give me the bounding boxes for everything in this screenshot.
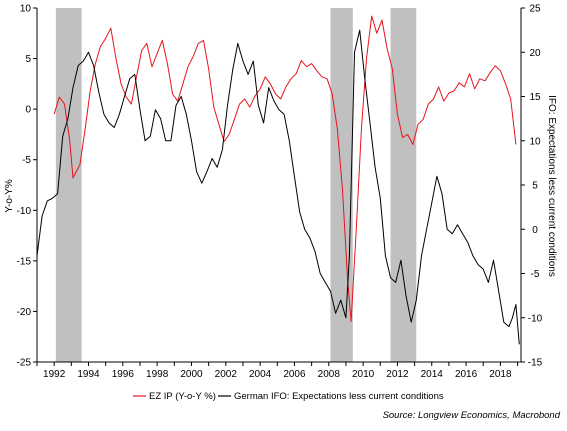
recession-band-3 [390,8,417,362]
left-tick-label: 10 [20,4,32,15]
right-tick-label: 15 [529,92,541,103]
series-line-ez-ip [53,15,517,322]
right-tick-label: 0 [532,225,538,236]
x-tick-label: 2014 [421,369,444,380]
right-tick-label: 20 [529,48,541,59]
x-tick-label: 1996 [112,369,135,380]
x-tick-label: 2004 [249,369,272,380]
series-layer [36,15,520,345]
right-tick-label: 25 [529,4,541,15]
x-tick-label: 2018 [489,369,512,380]
x-tick-label: 2008 [318,369,341,380]
x-tick-label: 1994 [77,369,100,380]
left-tick-label: -25 [17,358,32,369]
recession-band-1 [55,8,82,362]
recession-bands [55,8,417,362]
left-tick-label: -20 [17,307,32,318]
source-note: Source: Longview Economics, Macrobond [383,410,561,421]
series-line-german-ifo [36,29,520,345]
x-tick-label: 2006 [283,369,306,380]
left-tick-label: -5 [22,155,31,166]
x-tick-label: 1992 [43,369,66,380]
right-tick-label: -15 [528,358,543,369]
left-axis-title: Y-o-Y% [4,179,15,213]
legend: EZ IP (Y-o-Y %) German IFO: Expectations… [133,391,444,402]
left-tick-label: -10 [17,206,32,217]
left-tick-label: 0 [25,105,31,116]
x-tick-label: 2016 [455,369,478,380]
x-tick-label: 2000 [180,369,203,380]
x-tick-label: 1998 [146,369,169,380]
tick-labels: -25 -20 -15 -10 -5 0 5 10 -15 -10 -5 0 5 10 15 20 25 1992… [17,4,543,381]
legend-label-ifo: German IFO: Expectations less current co… [234,391,444,402]
right-axis-title: IFO: Expectations less current condition… [546,95,557,277]
left-tick-label: -15 [17,256,32,267]
legend-label-ez-ip: EZ IP (Y-o-Y %) [149,391,216,402]
right-tick-label: -5 [531,269,540,280]
right-tick-label: -10 [528,313,543,324]
x-tick-label: 2012 [386,369,409,380]
x-tick-label: 2002 [215,369,238,380]
right-tick-label: 10 [529,136,541,147]
axes [36,8,522,363]
left-tick-label: 5 [25,54,31,65]
x-tick-label: 2010 [352,369,375,380]
right-tick-label: 5 [532,181,538,192]
